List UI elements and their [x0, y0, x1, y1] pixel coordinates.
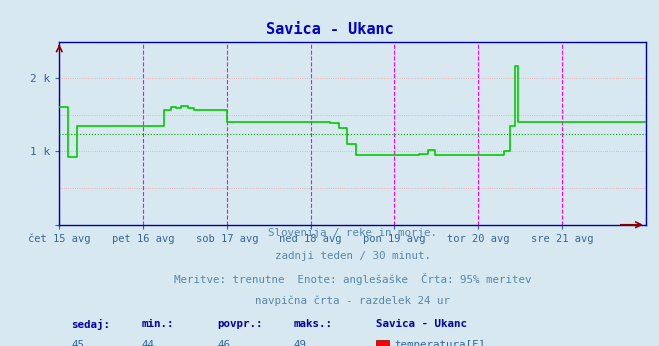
- Text: Savica - Ukanc: Savica - Ukanc: [376, 319, 467, 329]
- Text: min.:: min.:: [142, 319, 174, 329]
- Text: zadnji teden / 30 minut.: zadnji teden / 30 minut.: [275, 251, 430, 261]
- Bar: [376, 340, 389, 346]
- Text: 49: 49: [294, 340, 307, 346]
- Text: sedaj:: sedaj:: [71, 319, 110, 330]
- Text: 44: 44: [142, 340, 154, 346]
- Text: Slovenija / reke in morje.: Slovenija / reke in morje.: [268, 228, 437, 238]
- Text: povpr.:: povpr.:: [217, 319, 263, 329]
- Text: maks.:: maks.:: [294, 319, 333, 329]
- Text: navpična črta - razdelek 24 ur: navpična črta - razdelek 24 ur: [255, 295, 450, 306]
- Text: Meritve: trenutne  Enote: anglešaške  Črta: 95% meritev: Meritve: trenutne Enote: anglešaške Črta…: [174, 273, 531, 285]
- Text: 46: 46: [217, 340, 231, 346]
- Text: Savica - Ukanc: Savica - Ukanc: [266, 22, 393, 37]
- Text: temperatura[F]: temperatura[F]: [395, 340, 486, 346]
- Text: 45: 45: [71, 340, 84, 346]
